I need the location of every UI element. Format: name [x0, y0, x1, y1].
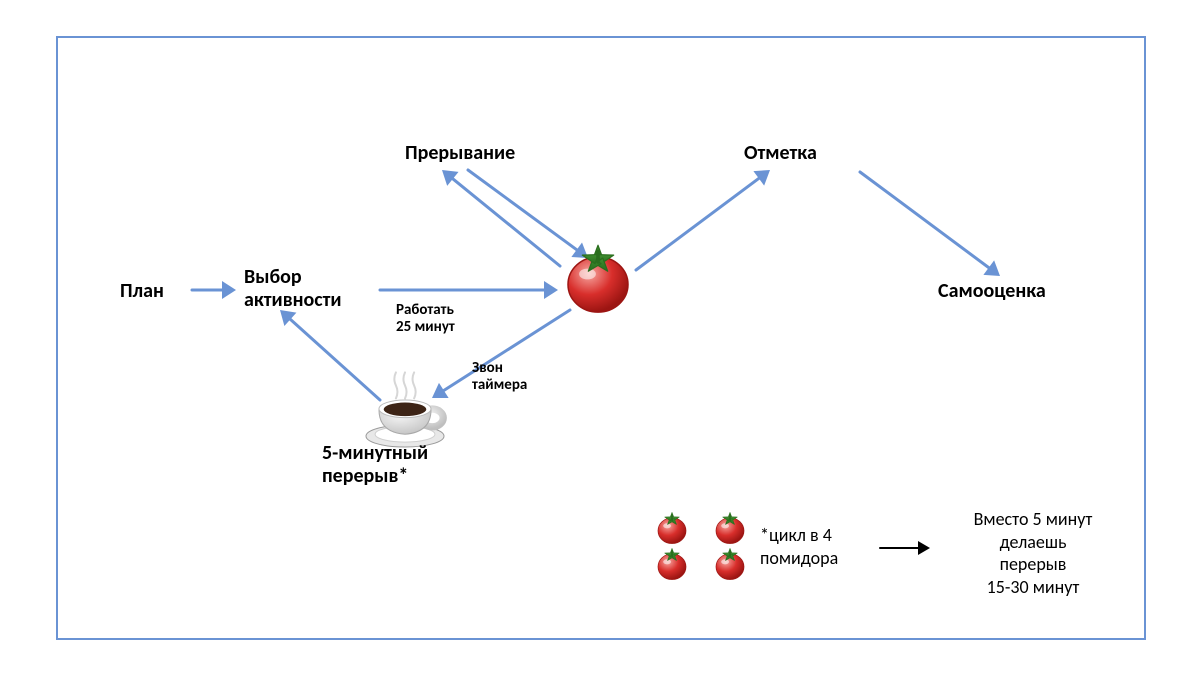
label-work25: Работать25 минут — [396, 302, 455, 337]
node-mark: Отметка — [744, 142, 864, 165]
node-plan: План — [120, 280, 190, 303]
node-interrupt: Прерывание — [405, 142, 565, 165]
footer-cycle-text: *цикл в 4помидора — [760, 524, 838, 569]
node-break: 5-минутныйперерыв* — [322, 442, 472, 488]
node-selfeval: Самооценка — [938, 280, 1098, 303]
node-choice: Выборактивности — [244, 266, 374, 312]
label-ring: Звонтаймера — [472, 360, 527, 395]
footer-result-text: Вместо 5 минутделаешьперерыв15-30 минут — [948, 508, 1118, 598]
